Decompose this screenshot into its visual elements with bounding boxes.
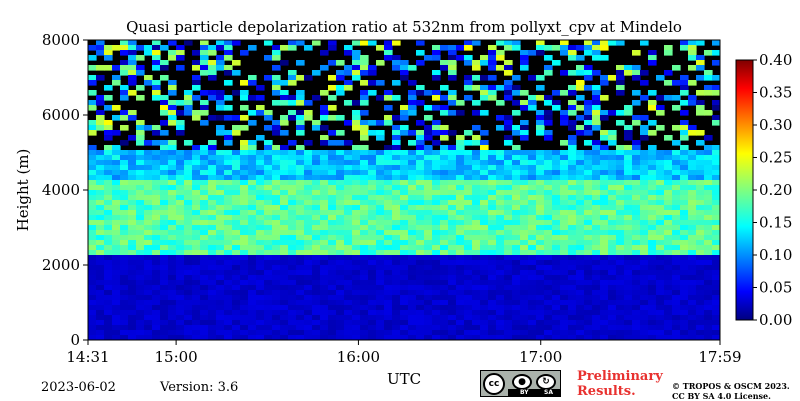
colorbar-tick-label: 0.25 bbox=[759, 149, 792, 167]
cc-badge-bar: BY SA bbox=[508, 389, 560, 396]
colorbar-tick-label: 0.15 bbox=[759, 214, 792, 232]
share-alike-icon: ↻ bbox=[536, 374, 556, 390]
person-icon: ● bbox=[512, 374, 532, 390]
colorbar-tick-label: 0.05 bbox=[759, 279, 792, 297]
x-tick-label: 14:31 bbox=[66, 348, 109, 366]
colorbar-tick-label: 0.00 bbox=[759, 311, 792, 329]
heatmap-area bbox=[88, 40, 720, 340]
x-axis-label: UTC bbox=[387, 370, 421, 388]
y-tick-label: 6000 bbox=[42, 106, 80, 124]
colorbar-tick-label: 0.10 bbox=[759, 246, 792, 264]
preliminary-line2: Results. bbox=[577, 384, 636, 399]
x-tick-label: 16:00 bbox=[337, 348, 380, 366]
chart-title: Quasi particle depolarization ratio at 5… bbox=[126, 18, 682, 36]
x-tick-label: 15:00 bbox=[154, 348, 197, 366]
copyright-notice: © TROPOS & OSCM 2023. CC BY SA 4.0 Licen… bbox=[672, 381, 790, 401]
colorbar-tick-label: 0.35 bbox=[759, 84, 792, 102]
cc-icon: cc bbox=[483, 373, 505, 395]
cc-sa-label: SA bbox=[544, 389, 553, 396]
x-tick-label: 17:59 bbox=[698, 348, 741, 366]
copyright-line1: © TROPOS & OSCM 2023. bbox=[672, 381, 790, 391]
y-axis-label: Height (m) bbox=[14, 149, 32, 232]
y-tick-label: 4000 bbox=[42, 181, 80, 199]
y-tick-label: 2000 bbox=[42, 256, 80, 274]
preliminary-notice: Preliminary Results. bbox=[577, 369, 663, 399]
x-tick-label: 17:00 bbox=[519, 348, 562, 366]
cc-license-badge: cc ● ↻ BY SA bbox=[480, 370, 561, 397]
colorbar-tick-label: 0.30 bbox=[759, 116, 792, 134]
cc-by-label: BY bbox=[520, 389, 529, 396]
x-axis: 14:31 15:00 16:00 17:00 17:59 bbox=[66, 340, 742, 366]
colorbar-tick-label: 0.20 bbox=[759, 181, 792, 199]
version-label: Version: 3.6 bbox=[160, 380, 239, 395]
y-tick-label: 0 bbox=[70, 331, 80, 349]
y-tick-label: 8000 bbox=[42, 31, 80, 49]
y-axis: 0 2000 4000 6000 8000 bbox=[42, 31, 88, 349]
preliminary-line1: Preliminary bbox=[577, 369, 663, 384]
copyright-line2: CC BY SA 4.0 License. bbox=[672, 391, 771, 401]
colorbar-tick-label: 0.40 bbox=[759, 51, 792, 69]
measurement-date: 2023-06-02 bbox=[41, 380, 116, 395]
colorbar-axis: 0.00 0.05 0.10 0.15 0.20 0.25 0.30 0.35 0.40 bbox=[753, 51, 792, 329]
colorbar bbox=[735, 59, 754, 321]
